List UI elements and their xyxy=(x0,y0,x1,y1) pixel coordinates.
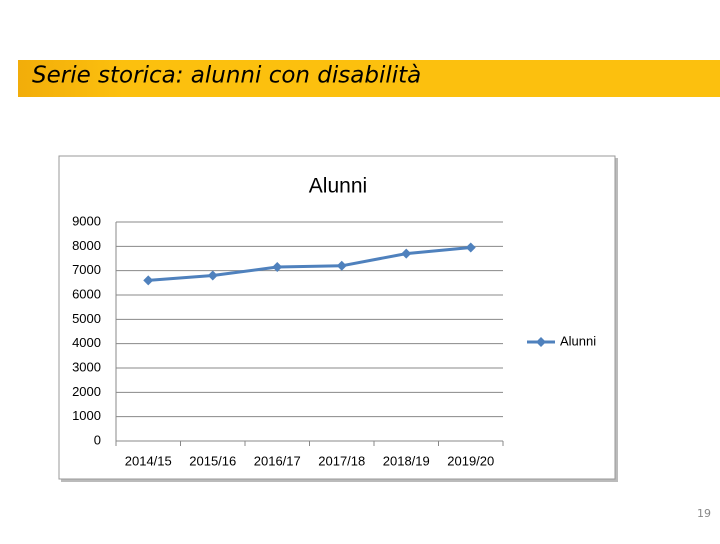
y-tick-label: 1000 xyxy=(72,408,101,423)
x-tick-label: 2018/19 xyxy=(383,453,430,468)
y-tick-label: 9000 xyxy=(72,213,101,228)
legend-marker xyxy=(536,337,546,347)
x-tick-label: 2014/15 xyxy=(125,453,172,468)
y-tick-label: 8000 xyxy=(72,238,101,253)
page-number: 19 xyxy=(697,507,711,520)
x-tick-label: 2015/16 xyxy=(189,453,236,468)
series-line xyxy=(148,246,471,282)
chart: Alunni 0 1000 2000 3000 4000 5000 6000 7000 8000… xyxy=(72,175,596,469)
y-tick-label: 0 xyxy=(94,432,101,447)
data-point xyxy=(272,262,283,273)
y-tick-label: 6000 xyxy=(72,286,101,301)
x-tick-label: 2017/18 xyxy=(318,453,365,468)
x-tick-label: 2016/17 xyxy=(254,453,301,468)
data-point xyxy=(143,275,154,286)
data-point xyxy=(401,248,412,259)
title-band xyxy=(18,60,720,97)
y-tick-label: 4000 xyxy=(72,335,101,350)
chart-title: Alunni xyxy=(309,175,367,198)
y-tick-label: 7000 xyxy=(72,262,101,277)
y-tick-label: 2000 xyxy=(72,384,101,399)
y-tick-label: 3000 xyxy=(72,359,101,374)
chart-frame xyxy=(58,155,616,480)
legend-label: Alunni xyxy=(560,333,596,348)
y-tick-label: 5000 xyxy=(72,311,101,326)
data-point xyxy=(207,270,218,281)
x-tick-label: 2019/20 xyxy=(447,453,494,468)
slide-title: Serie storica: alunni con disabilità xyxy=(32,63,421,89)
data-point xyxy=(465,242,476,253)
data-point xyxy=(336,260,347,271)
